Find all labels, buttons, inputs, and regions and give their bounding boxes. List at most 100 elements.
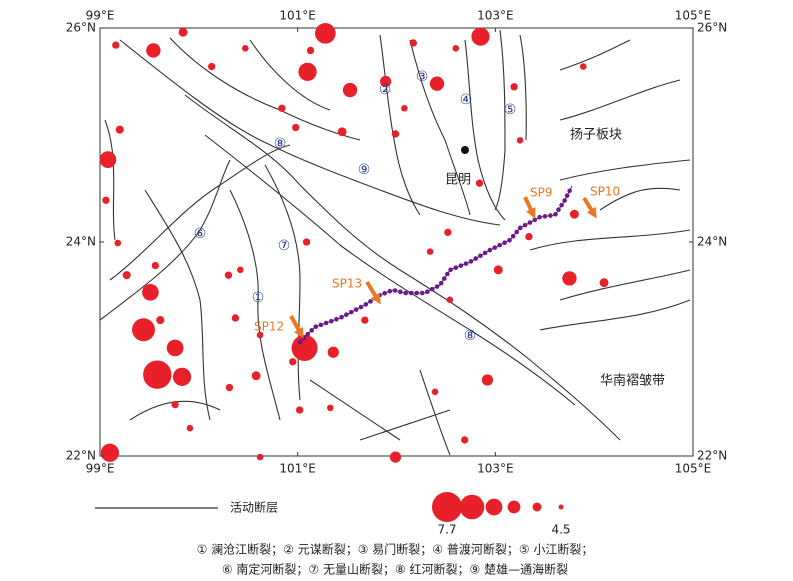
earthquake [132,318,155,342]
earthquake [99,151,117,168]
earthquake [315,23,336,44]
legend-circle [432,492,462,522]
earthquake [580,63,587,70]
earthquake [166,339,184,357]
earthquake [298,62,317,81]
station [502,240,507,246]
station [344,312,349,317]
earthquake [224,271,233,279]
station [318,322,324,328]
earthquake [475,179,484,187]
station [517,225,523,231]
earthquake [431,388,439,396]
station [425,289,430,295]
earthquake [237,266,244,274]
earthquakes [99,23,609,463]
station [514,229,519,235]
earthquake [289,358,297,366]
x-tick-label: 103°E [477,9,514,23]
earthquake [100,443,120,462]
earthquake [426,248,434,255]
x-tick-label: 99°E [86,462,115,476]
fault-number: ③ [416,69,429,85]
station [309,328,314,333]
station [313,324,319,330]
station [497,242,502,248]
station [323,320,329,326]
station [522,222,528,228]
station [368,299,373,304]
station [492,245,498,250]
station [567,188,572,194]
earthquake [452,45,460,52]
earthquake [146,43,161,58]
earthquake [242,45,249,52]
earthquake [186,424,194,432]
earthquake [342,82,358,98]
earthquake [562,271,577,286]
station [403,290,409,296]
earthquake [231,314,240,322]
legend-magnitudes: 7.7 4.5 [432,492,571,537]
earthquake [493,265,503,275]
earthquake [471,27,490,46]
station [398,289,403,295]
station [463,261,469,266]
station [458,263,464,268]
earthquake [142,283,159,301]
x-tick-label: 101°E [279,462,316,476]
x-tick-label: 101°E [279,9,316,23]
y-tick-label: 24°N [697,235,727,249]
fault-number: ⑧ [464,328,477,344]
fault-number: ⑦ [278,238,291,254]
profile-label: SP12 [254,320,284,334]
station [328,318,334,324]
fault-number: ④ [460,92,473,108]
station [392,288,398,293]
earthquake [510,83,518,91]
fault-number: ① [252,290,265,306]
faults [99,29,691,456]
earthquake [256,331,264,339]
station [510,233,516,239]
earthquake [306,46,315,55]
station [542,214,548,219]
earthquake [446,296,454,304]
earthquake [337,127,347,137]
legend-circle [459,494,485,520]
station [556,207,561,212]
earthquake [172,367,192,386]
station [473,256,478,261]
map-frame [99,27,694,457]
station [559,202,564,208]
earthquake [302,238,311,246]
legend-magnitude-label: 4.5 [551,523,570,537]
earthquake [225,383,234,392]
earthquake [292,123,300,132]
earthquake [327,404,334,412]
region-label: 昆明 [445,173,471,188]
caption-line: ① 澜沧江断裂；② 元谋断裂；③ 易门断裂；④ 普渡河断裂；⑤ 小江断裂； [197,542,594,557]
profile-label: SP13 [332,277,362,291]
earthquake [251,371,261,381]
station [445,271,450,277]
earthquake [122,271,131,280]
fault-number: ⑨ [358,162,371,178]
earthquake [112,41,120,49]
earthquake [178,27,188,37]
station [532,217,538,223]
station [434,284,440,289]
earthquake [516,137,524,144]
station [487,247,493,253]
station [553,211,558,217]
legend-circle [532,502,542,512]
profile-label: SP9 [530,186,553,200]
x-tick-label: 103°E [477,462,514,476]
station [468,259,474,264]
station [382,290,387,296]
profile-label: SP10 [590,185,620,199]
station [453,265,459,271]
station [562,198,567,203]
station [363,302,369,307]
earthquake [151,261,160,270]
